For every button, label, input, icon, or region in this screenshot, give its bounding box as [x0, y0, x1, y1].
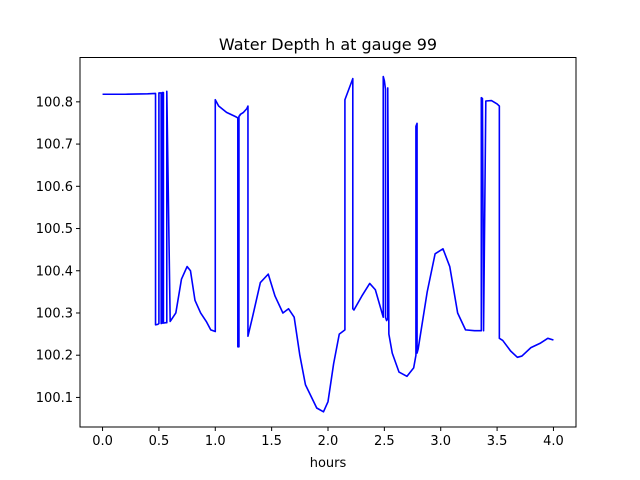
y-tick-label: 100.7: [36, 138, 73, 153]
y-tick-label: 100.4: [36, 264, 73, 279]
x-tick-label: 1.0: [205, 434, 226, 449]
chart-title: Water Depth h at gauge 99: [219, 35, 437, 54]
x-tick-label: 4.0: [543, 434, 564, 449]
x-axis-ticks: 0.0 0.5 1.0 1.5 2.0 2.5 3.0 3.5 4.0: [92, 427, 564, 449]
y-tick-label: 100.8: [36, 95, 73, 110]
y-tick-label: 100.5: [36, 222, 73, 237]
y-tick-label: 100.2: [36, 349, 73, 364]
x-tick-label: 0.0: [92, 434, 113, 449]
x-tick-label: 2.5: [374, 434, 395, 449]
y-tick-label: 100.1: [36, 391, 73, 406]
x-tick-label: 3.5: [487, 434, 508, 449]
x-tick-label: 2.0: [318, 434, 339, 449]
y-axis-ticks: 100.1 100.2 100.3 100.4 100.5 100.6 100.7 100.8: [36, 95, 80, 406]
y-tick-label: 100.6: [36, 180, 73, 195]
y-tick-label: 100.3: [36, 306, 73, 321]
x-axis-label: hours: [310, 456, 347, 471]
plot-area-frame: [79, 57, 577, 428]
series-line: [102, 75, 554, 413]
x-tick-label: 1.5: [261, 434, 282, 449]
x-tick-label: 3.0: [430, 434, 451, 449]
x-tick-label: 0.5: [149, 434, 170, 449]
